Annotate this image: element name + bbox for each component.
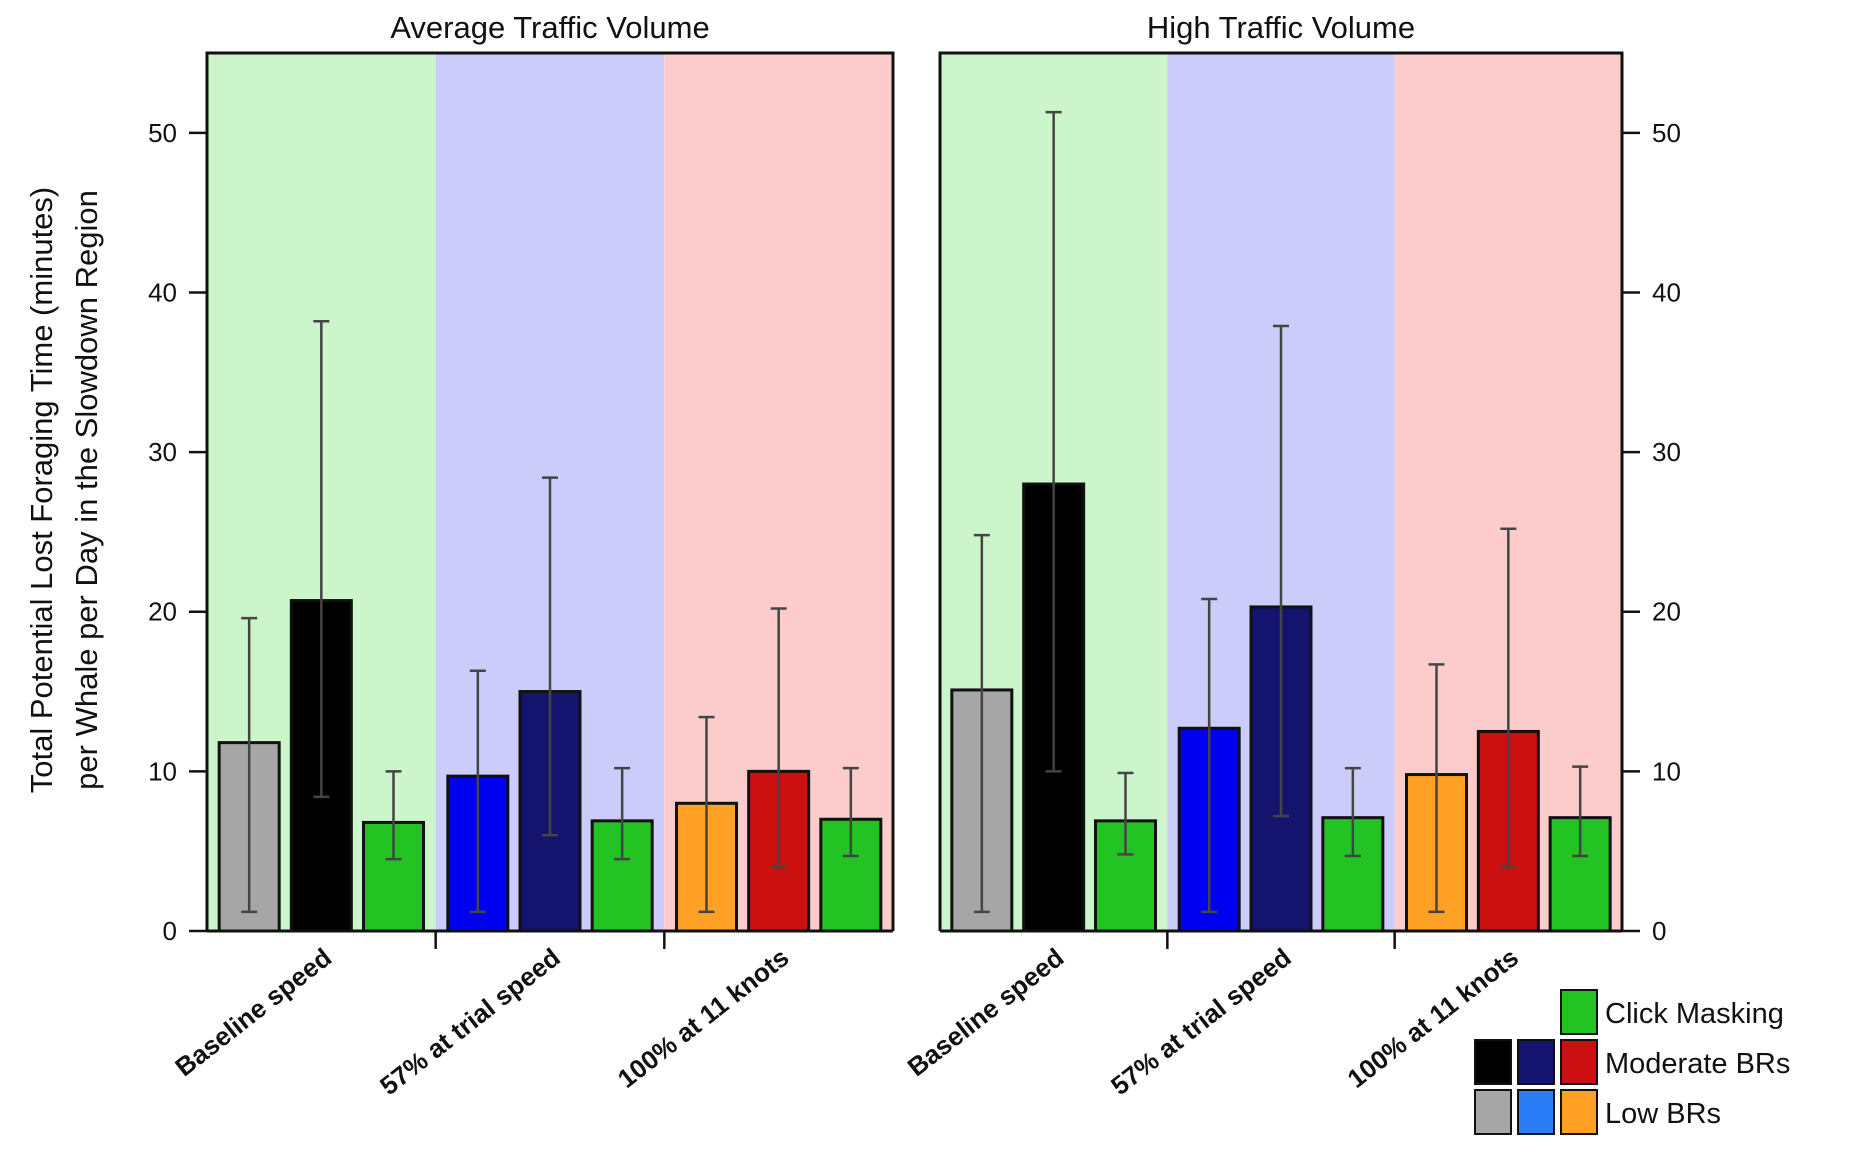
category-label: Baseline speed <box>169 942 337 1082</box>
y-tick-label: 20 <box>148 597 177 627</box>
legend-item: Moderate BRs <box>1474 1039 1790 1085</box>
legend-label: Moderate BRs <box>1605 1048 1790 1080</box>
error-bar <box>385 770 402 861</box>
y-axis: 0 10 20 30 40 50 <box>1622 118 1681 946</box>
legend-swatch <box>1474 1039 1512 1085</box>
y-tick-label: 10 <box>148 756 177 786</box>
error-bar <box>614 766 631 861</box>
y-tick-label: 50 <box>1652 118 1681 148</box>
legend-swatch <box>1560 989 1598 1035</box>
error-bar <box>1500 527 1517 869</box>
legend-swatch <box>1560 1089 1598 1135</box>
y-tick-label: 40 <box>148 277 177 307</box>
panel-average-traffic: Baseline speed 57% at trial speed 100% at … <box>148 10 895 1101</box>
legend-label: Click Masking <box>1605 998 1784 1030</box>
error-bar <box>241 616 258 914</box>
legend-item: Low BRs <box>1474 1089 1721 1135</box>
legend-swatch <box>1517 1039 1555 1085</box>
panel-frame <box>938 51 1624 931</box>
panel-title: High Traffic Volume <box>1147 10 1415 45</box>
error-bar <box>770 607 787 869</box>
error-bar <box>1117 771 1134 856</box>
category-label: 100% at 11 knots <box>612 942 794 1094</box>
error-bar <box>542 476 558 837</box>
legend-swatch <box>1474 1089 1512 1135</box>
y-tick-label: 30 <box>148 437 177 467</box>
error-bar <box>1201 597 1218 914</box>
panel-frame <box>205 51 895 931</box>
panel-high-traffic: Baseline speed 57% at trial speed 100% at … <box>902 10 1681 1101</box>
legend: Click Masking Moderate BRs Low BRs <box>1474 989 1790 1135</box>
error-bar <box>1572 765 1589 858</box>
legend-item: Click Masking <box>1560 989 1784 1035</box>
error-bar <box>469 669 486 914</box>
error-bar <box>1045 110 1062 773</box>
legend-label: Low BRs <box>1605 1098 1721 1130</box>
legend-swatch <box>1560 1039 1598 1085</box>
y-axis-label: Total Potential Lost Foraging Time (minu… <box>24 187 104 794</box>
panel-title: Average Traffic Volume <box>390 10 709 45</box>
y-tick-label: 20 <box>1652 597 1681 627</box>
y-tick-label: 0 <box>163 916 177 946</box>
error-bar <box>842 766 859 858</box>
error-bar <box>698 715 715 914</box>
y-tick-label: 10 <box>1652 756 1681 786</box>
y-tick-label: 0 <box>1652 916 1666 946</box>
y-tick-label: 50 <box>148 118 177 148</box>
y-tick-label: 40 <box>1652 277 1681 307</box>
error-bar <box>1428 663 1445 914</box>
error-bar <box>313 319 330 799</box>
category-label: Baseline speed <box>902 942 1070 1082</box>
category-label: 57% at trial speed <box>374 942 566 1101</box>
y-axis-label-line1: Total Potential Lost Foraging Time (minu… <box>24 187 59 794</box>
error-bar <box>1273 324 1289 818</box>
category-label: 57% at trial speed <box>1105 942 1297 1101</box>
y-axis-label-line2: per Whale per Day in the Slowdown Region <box>69 190 104 790</box>
y-axis: 0 10 20 30 40 50 <box>148 118 207 946</box>
error-bar <box>1344 766 1361 858</box>
legend-swatch <box>1517 1089 1555 1135</box>
y-tick-label: 30 <box>1652 437 1681 467</box>
error-bar <box>973 533 990 914</box>
